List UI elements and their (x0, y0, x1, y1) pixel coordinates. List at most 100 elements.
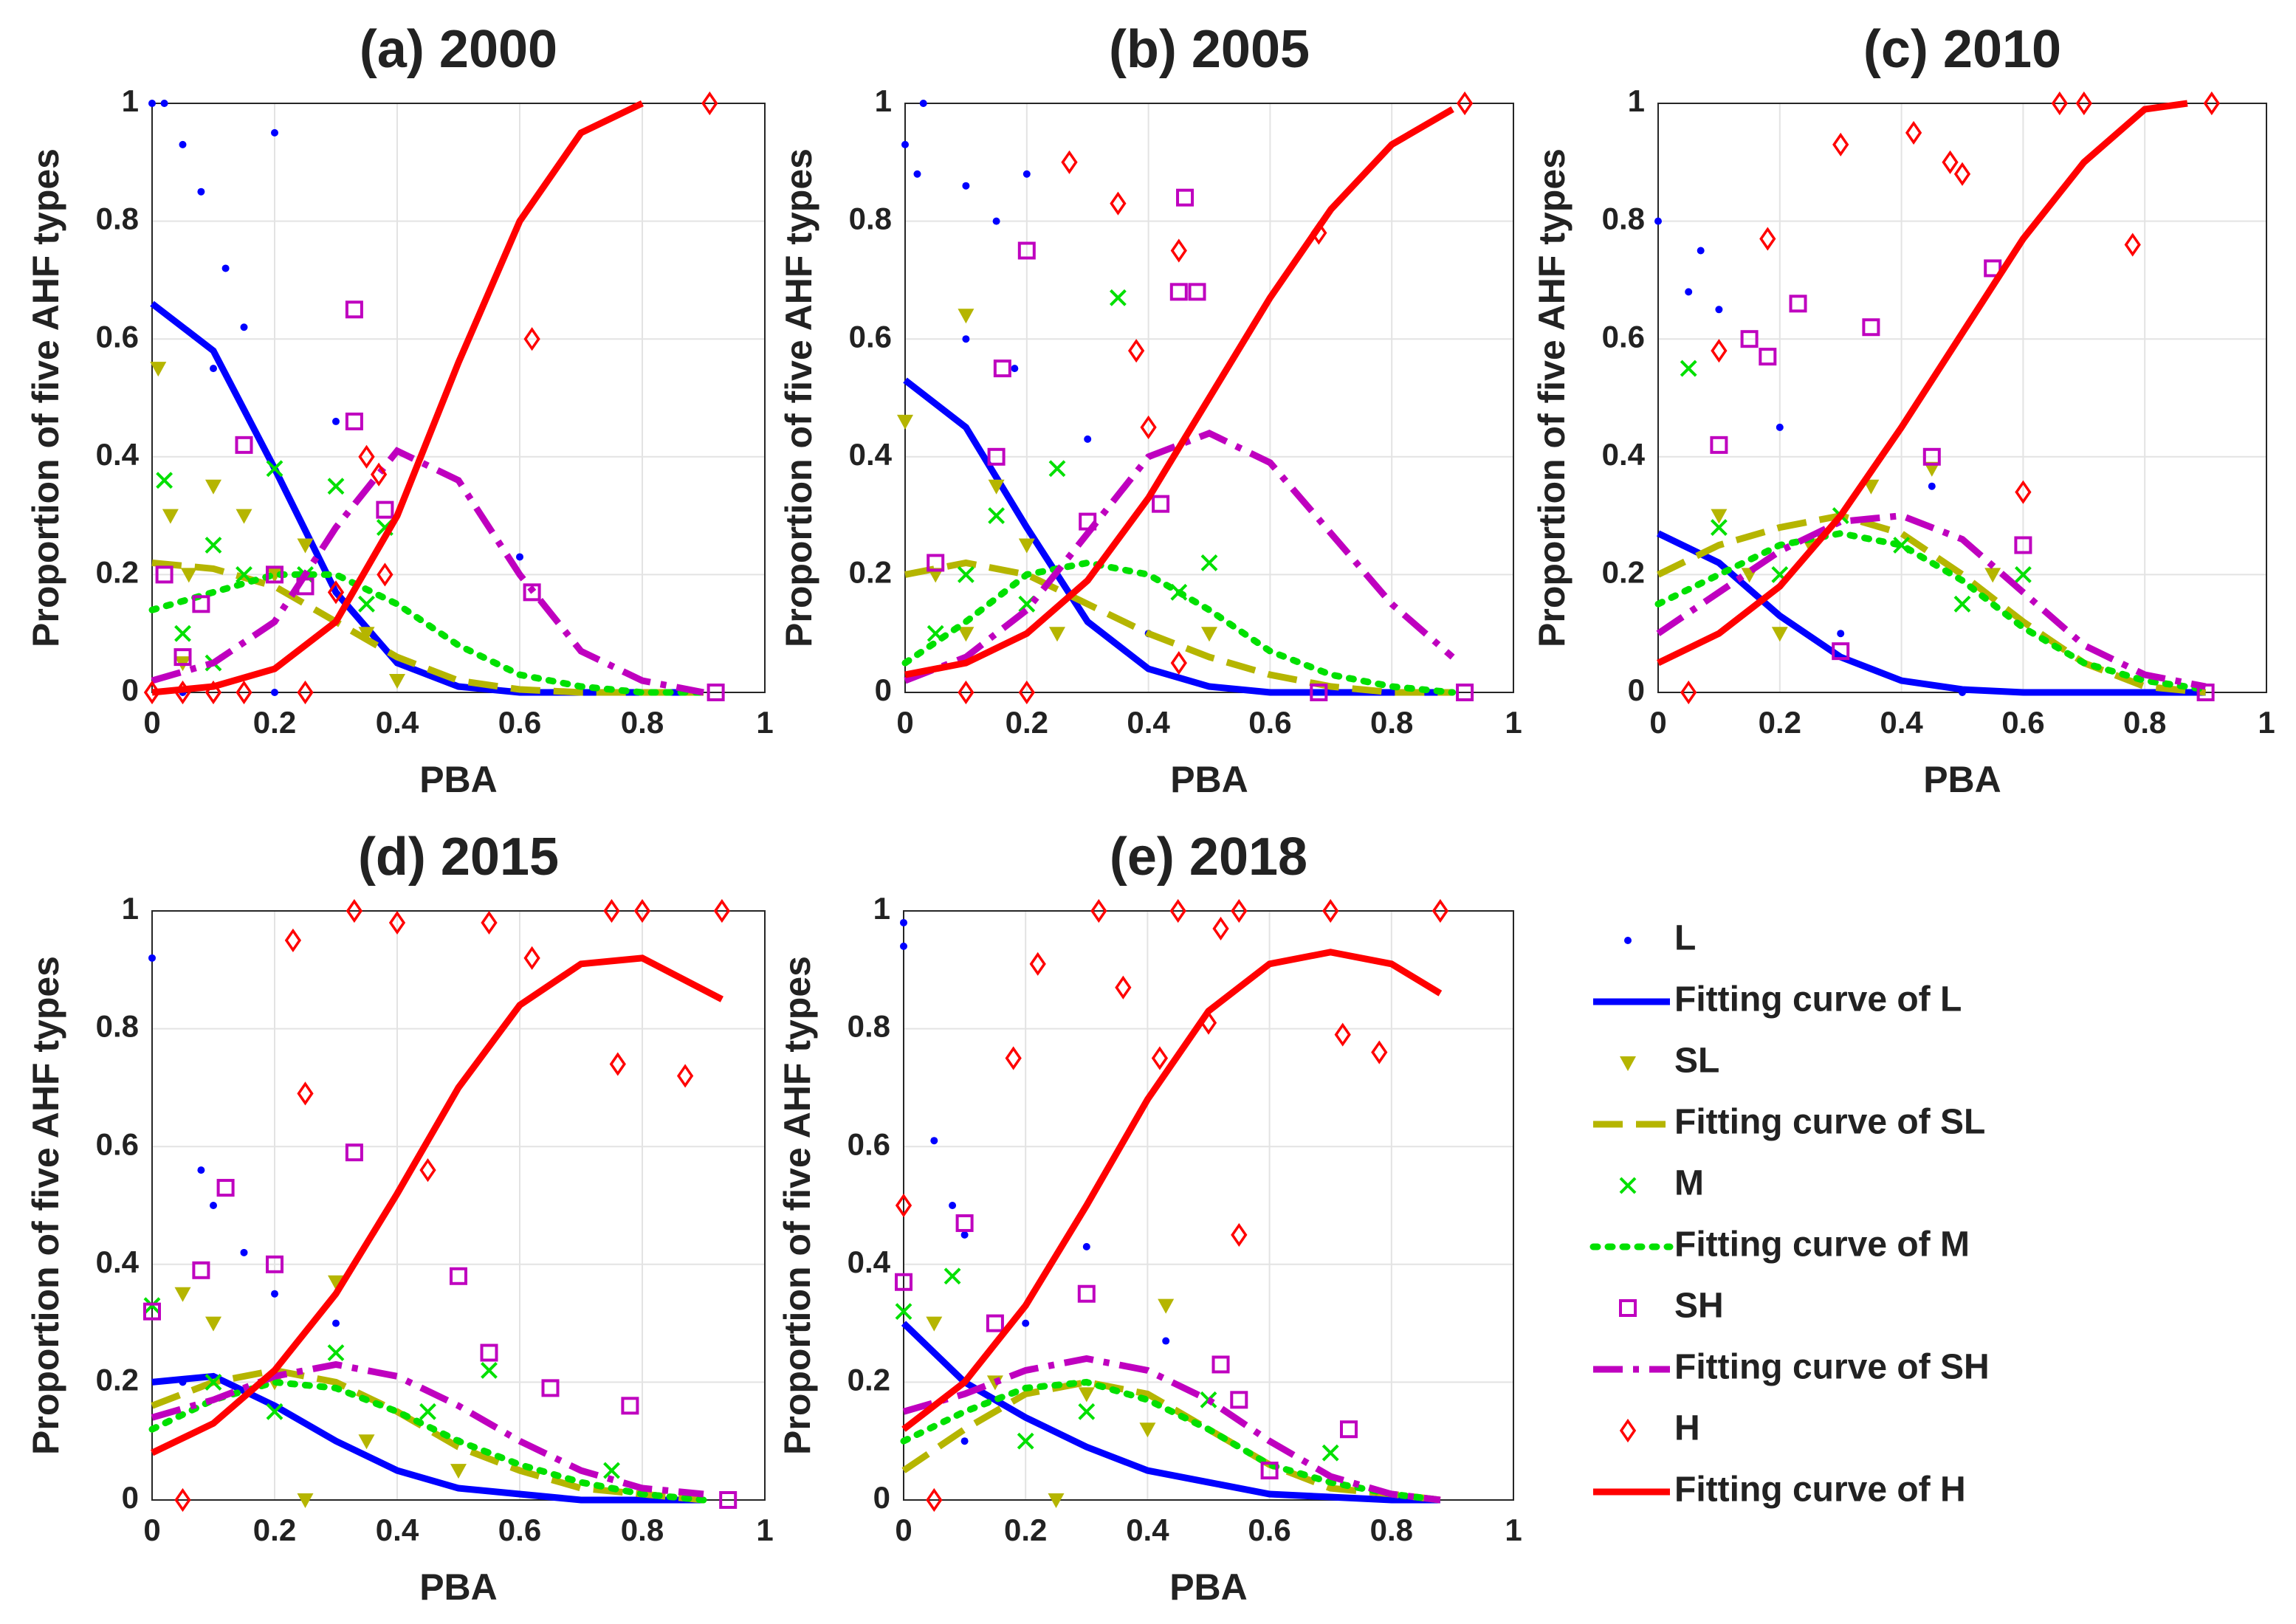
y-tick-label: 0.6 (96, 319, 139, 354)
point (346, 898, 363, 923)
point (701, 91, 718, 116)
point (962, 182, 970, 190)
fitting-curve (148, 1378, 707, 1504)
fitting-curve (1656, 512, 2207, 690)
chart-title: (d) 2015 (358, 828, 559, 887)
x-tick-label: 0 (143, 705, 160, 740)
point (1431, 898, 1449, 923)
x-tick-label: 1 (756, 705, 773, 740)
point (297, 680, 314, 705)
fitting-curve (901, 949, 1443, 1432)
point (358, 595, 375, 613)
legend: L Fitting curve of L SL Fitting curve of SL… (1589, 919, 1990, 1510)
fitting-curve (900, 1378, 1444, 1504)
chart-title: (c) 2010 (1863, 20, 2061, 79)
point (480, 1343, 498, 1362)
y-axis-label: Proportion of five AHF types (25, 148, 66, 647)
point (1680, 680, 1697, 705)
legend-label: SH (1674, 1287, 1724, 1326)
point (955, 1214, 974, 1232)
fitting-curve (904, 559, 1453, 696)
point (1231, 898, 1248, 923)
point (1188, 283, 1206, 301)
point (1928, 482, 1936, 490)
point (713, 898, 731, 923)
point (210, 1202, 217, 1209)
fitting-curve (151, 447, 704, 696)
point (523, 327, 540, 351)
x-tick-label: 0.4 (1126, 1513, 1169, 1547)
legend-label: Fitting curve of SL (1674, 1103, 1985, 1142)
x-tick-label: 0.4 (376, 1513, 419, 1547)
point (516, 553, 523, 561)
legend-label: SL (1674, 1042, 1719, 1081)
point (1048, 460, 1066, 478)
point (1862, 318, 1880, 337)
y-tick-label: 0.8 (848, 1009, 890, 1044)
point (1115, 975, 1132, 999)
point (266, 460, 283, 478)
point (271, 689, 278, 696)
point (1832, 132, 1849, 156)
x-axis-label: PBA (1170, 759, 1248, 800)
y-tick-label: 0.4 (849, 437, 893, 472)
point (1759, 348, 1777, 366)
x-tick-label: 0 (143, 1513, 160, 1547)
point (1140, 415, 1157, 439)
y-tick-label: 0.2 (849, 554, 892, 589)
point (1680, 359, 1697, 377)
y-tick-label: 0.6 (96, 1126, 139, 1161)
axes-frame (903, 910, 1514, 1501)
point (707, 684, 725, 701)
point (1759, 227, 1776, 251)
point (345, 1143, 363, 1162)
point (1200, 554, 1218, 571)
y-tick-label: 0.8 (96, 1009, 139, 1044)
point (266, 1403, 283, 1420)
point (1049, 627, 1065, 642)
point (236, 509, 252, 524)
fitting-curve (1657, 100, 2188, 667)
point (897, 414, 913, 430)
legend-label: Fitting curve of H (1674, 1470, 1966, 1510)
legend-marker (1619, 1299, 1637, 1317)
point (1710, 436, 1728, 454)
point (960, 1231, 969, 1239)
legend-marker (1620, 1056, 1636, 1071)
point (1231, 1222, 1248, 1247)
point (962, 335, 970, 343)
point (327, 1344, 345, 1361)
y-tick-label: 1 (122, 891, 139, 926)
x-tick-label: 0 (1649, 705, 1666, 740)
point (204, 537, 222, 554)
subplot: 0 0.2 0.4 0.6 0.8 1 0 0.2 0.4 0.6 0.8 1 (b) 2005 PBA P… (778, 20, 1522, 800)
point (1710, 519, 1728, 536)
point (179, 140, 187, 148)
subplot: 0 0.2 0.4 0.6 0.8 1 0 0.2 0.4 0.6 0.8 1 (e) 2018 PBA P… (777, 828, 1522, 1608)
point (1211, 1355, 1230, 1374)
point (156, 472, 173, 489)
point (633, 898, 651, 923)
y-tick-label: 0.4 (96, 1245, 140, 1279)
point (1170, 238, 1187, 263)
point (419, 1158, 436, 1183)
y-tick-label: 0.4 (848, 1245, 891, 1279)
fitting-curve (151, 100, 644, 696)
point (1322, 898, 1339, 923)
x-tick-label: 0.8 (1370, 1513, 1413, 1547)
axes-frame (151, 103, 766, 693)
point (1711, 509, 1728, 524)
point (1090, 898, 1107, 923)
point (1942, 150, 1959, 174)
point (235, 436, 253, 454)
point (481, 910, 498, 935)
point (197, 187, 205, 196)
x-tick-label: 0.4 (1880, 705, 1923, 740)
point (205, 479, 221, 495)
point (1110, 191, 1127, 216)
point (271, 128, 278, 137)
point (1685, 288, 1693, 296)
point (1201, 627, 1217, 642)
y-tick-label: 0 (122, 1480, 139, 1515)
point (958, 627, 975, 642)
